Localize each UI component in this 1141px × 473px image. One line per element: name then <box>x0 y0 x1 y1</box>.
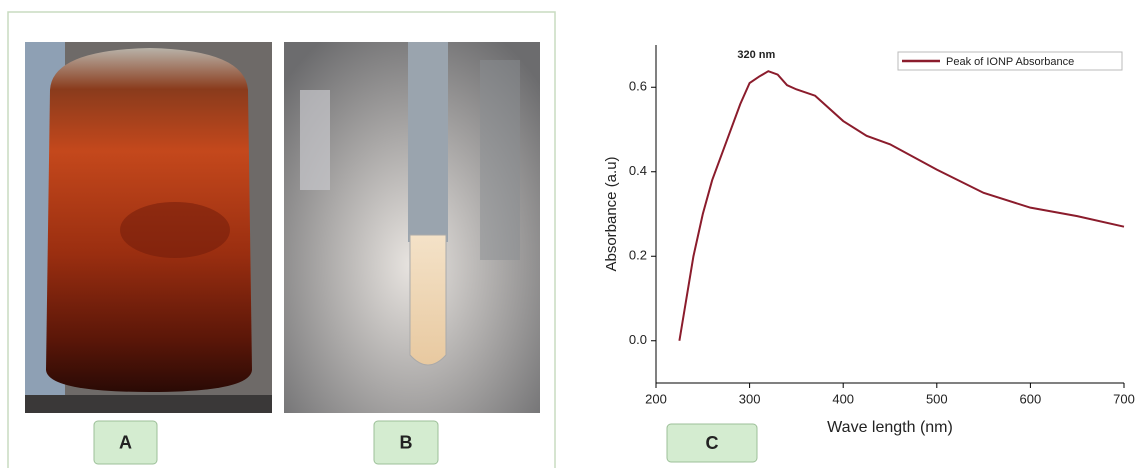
legend-label: Peak of IONP Absorbance <box>946 56 1074 68</box>
x-tick-label: 500 <box>926 391 948 406</box>
peak-annotation: 320 nm <box>737 49 775 61</box>
panel-label: C <box>706 433 719 453</box>
data-line <box>678 70 1125 341</box>
y-tick-label: 0.6 <box>629 79 647 94</box>
x-tick-label: 600 <box>1020 391 1042 406</box>
panel-label-box <box>666 423 758 463</box>
y-tick-label: 0.0 <box>629 332 647 347</box>
x-tick-label: 200 <box>645 391 667 406</box>
panel-label-box <box>373 420 439 465</box>
photo-a <box>25 42 272 413</box>
x-tick-label: 300 <box>739 391 761 406</box>
x-tick-label: 400 <box>832 391 854 406</box>
photo-b <box>284 42 540 413</box>
x-tick-label: 700 <box>1113 391 1135 406</box>
x-axis-label: Wave length (nm) <box>827 419 953 436</box>
panel-label: B <box>400 432 413 452</box>
y-tick-label: 0.4 <box>629 163 647 178</box>
panel-label: A <box>119 432 132 452</box>
panel-label-box <box>93 420 158 465</box>
y-axis-label: Absorbance (a.u) <box>603 156 620 271</box>
legend-box <box>897 51 1123 71</box>
y-tick-label: 0.2 <box>629 248 647 263</box>
